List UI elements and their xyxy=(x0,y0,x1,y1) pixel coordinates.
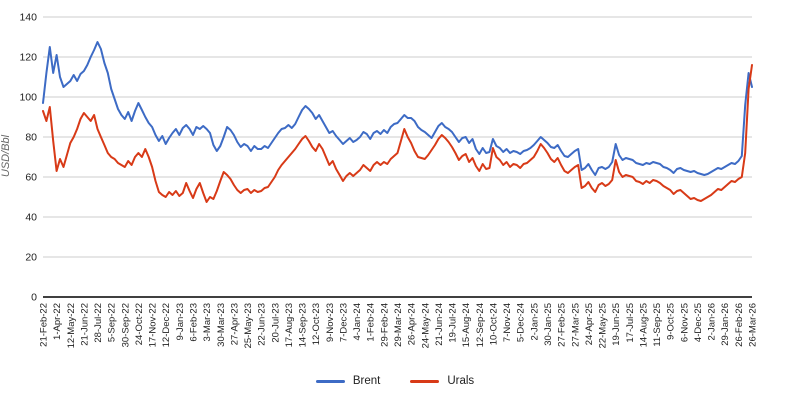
svg-text:12-May-22: 12-May-22 xyxy=(66,303,77,348)
svg-text:5-Sep-22: 5-Sep-22 xyxy=(107,303,118,342)
legend-label-brent: Brent xyxy=(352,375,381,387)
svg-text:19-Jul-24: 19-Jul-24 xyxy=(448,303,459,343)
svg-text:1-Apr-22: 1-Apr-22 xyxy=(52,303,63,340)
svg-text:25-May-23: 25-May-23 xyxy=(243,303,254,348)
svg-text:24-Apr-25: 24-Apr-25 xyxy=(584,303,595,345)
svg-text:29-Feb-24: 29-Feb-24 xyxy=(379,303,390,347)
svg-text:30-Jan-25: 30-Jan-25 xyxy=(543,303,554,346)
svg-text:14-Aug-25: 14-Aug-25 xyxy=(638,303,649,347)
svg-text:9-Oct-25: 9-Oct-25 xyxy=(666,303,677,340)
legend-item-brent[interactable]: Brent xyxy=(315,375,381,387)
svg-text:140: 140 xyxy=(19,12,37,24)
svg-text:22-Jun-23: 22-Jun-23 xyxy=(257,303,268,346)
legend-item-urals[interactable]: Urals xyxy=(410,375,474,387)
svg-text:29-Jan-26: 29-Jan-26 xyxy=(720,303,731,346)
svg-text:21-Jun-22: 21-Jun-22 xyxy=(79,303,90,346)
svg-text:3-Mar-23: 3-Mar-23 xyxy=(202,303,213,342)
svg-text:30-Mar-23: 30-Mar-23 xyxy=(216,303,227,347)
svg-text:120: 120 xyxy=(19,52,37,64)
svg-text:4-Jan-24: 4-Jan-24 xyxy=(352,303,363,341)
svg-text:6-Feb-23: 6-Feb-23 xyxy=(188,303,199,342)
svg-text:80: 80 xyxy=(25,132,37,144)
svg-text:12-Oct-23: 12-Oct-23 xyxy=(311,303,322,345)
svg-text:21-Jun-24: 21-Jun-24 xyxy=(434,303,445,346)
svg-text:4-Dec-25: 4-Dec-25 xyxy=(693,303,704,342)
svg-text:2-Jan-26: 2-Jan-26 xyxy=(707,303,718,341)
brent-line-swatch xyxy=(315,379,345,383)
svg-text:12-Sep-24: 12-Sep-24 xyxy=(475,303,486,347)
svg-text:27-Apr-23: 27-Apr-23 xyxy=(229,303,240,345)
svg-text:0: 0 xyxy=(31,292,37,304)
svg-text:14-Sep-23: 14-Sep-23 xyxy=(298,303,309,347)
svg-text:30-Sep-22: 30-Sep-22 xyxy=(120,303,131,347)
svg-text:26-Feb-26: 26-Feb-26 xyxy=(734,303,745,347)
svg-text:24-May-24: 24-May-24 xyxy=(420,303,431,348)
svg-text:17-Nov-22: 17-Nov-22 xyxy=(148,303,159,347)
legend-label-urals: Urals xyxy=(447,375,475,387)
svg-text:12-Dec-22: 12-Dec-22 xyxy=(161,303,172,347)
svg-text:10-Oct-24: 10-Oct-24 xyxy=(488,303,499,345)
svg-text:20: 20 xyxy=(25,252,37,264)
svg-text:29-Mar-24: 29-Mar-24 xyxy=(393,303,404,347)
svg-text:21-Feb-22: 21-Feb-22 xyxy=(39,303,50,347)
svg-text:26-Apr-24: 26-Apr-24 xyxy=(407,303,418,345)
svg-text:100: 100 xyxy=(19,92,37,104)
chart-legend: Brent Urals xyxy=(0,371,790,391)
y-axis-title: USD/Bbl xyxy=(0,134,12,178)
svg-text:27-Mar-25: 27-Mar-25 xyxy=(570,303,581,347)
svg-text:17-Jul-25: 17-Jul-25 xyxy=(625,303,636,343)
svg-text:9-Nov-23: 9-Nov-23 xyxy=(325,303,336,342)
svg-text:2-Jan-25: 2-Jan-25 xyxy=(529,303,540,341)
svg-text:60: 60 xyxy=(25,172,37,184)
urals-line-swatch xyxy=(410,379,440,383)
svg-text:17-Aug-23: 17-Aug-23 xyxy=(284,303,295,347)
svg-text:28-Jul-22: 28-Jul-22 xyxy=(93,303,104,343)
svg-text:22-May-25: 22-May-25 xyxy=(598,303,609,348)
svg-text:1-Feb-24: 1-Feb-24 xyxy=(366,303,377,342)
svg-text:19-Jun-25: 19-Jun-25 xyxy=(611,303,622,346)
svg-text:7-Dec-23: 7-Dec-23 xyxy=(338,303,349,342)
svg-text:24-Oct-22: 24-Oct-22 xyxy=(134,303,145,345)
svg-text:9-Jan-23: 9-Jan-23 xyxy=(175,303,186,341)
svg-text:26-Mar-26: 26-Mar-26 xyxy=(748,303,759,347)
svg-text:11-Sep-25: 11-Sep-25 xyxy=(652,303,663,347)
svg-text:40: 40 xyxy=(25,212,37,224)
svg-text:6-Nov-25: 6-Nov-25 xyxy=(679,303,690,342)
svg-text:5-Dec-24: 5-Dec-24 xyxy=(516,303,527,342)
svg-text:15-Aug-24: 15-Aug-24 xyxy=(461,303,472,347)
svg-text:27-Feb-25: 27-Feb-25 xyxy=(557,303,568,347)
svg-text:20-Jul-23: 20-Jul-23 xyxy=(270,303,281,343)
svg-text:7-Nov-24: 7-Nov-24 xyxy=(502,303,513,342)
